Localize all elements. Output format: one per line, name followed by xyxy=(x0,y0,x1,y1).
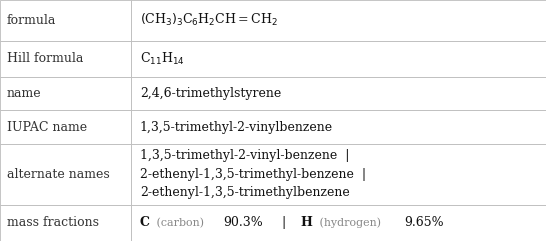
Text: 2-ethenyl-1,3,5-trimethylbenzene: 2-ethenyl-1,3,5-trimethylbenzene xyxy=(140,186,349,199)
Text: IUPAC name: IUPAC name xyxy=(7,120,87,134)
Text: (carbon): (carbon) xyxy=(153,218,207,228)
Bar xyxy=(0,41,131,77)
Text: formula: formula xyxy=(7,14,56,27)
Bar xyxy=(131,205,546,241)
Bar xyxy=(0,205,131,241)
Text: mass fractions: mass fractions xyxy=(7,216,98,229)
Bar xyxy=(131,41,546,77)
Text: 2,4,6-trimethylstyrene: 2,4,6-trimethylstyrene xyxy=(140,87,281,100)
Bar xyxy=(131,144,546,205)
Text: 90.3%: 90.3% xyxy=(223,216,263,229)
Text: 9.65%: 9.65% xyxy=(404,216,444,229)
Text: 1,3,5-trimethyl-2-vinylbenzene: 1,3,5-trimethyl-2-vinylbenzene xyxy=(140,120,333,134)
Text: name: name xyxy=(7,87,41,100)
Text: $(\mathregular{CH}_3)_3\mathregular{C}_6\mathregular{H}_2\mathregular{CH{=}CH}_2: $(\mathregular{CH}_3)_3\mathregular{C}_6… xyxy=(140,12,277,28)
Text: alternate names: alternate names xyxy=(7,168,109,181)
Text: 2-ethenyl-1,3,5-trimethyl-benzene  |: 2-ethenyl-1,3,5-trimethyl-benzene | xyxy=(140,168,366,181)
Bar xyxy=(0,77,131,110)
Text: 1,3,5-trimethyl-2-vinyl-benzene  |: 1,3,5-trimethyl-2-vinyl-benzene | xyxy=(140,149,349,162)
Text: H: H xyxy=(300,216,312,229)
Bar xyxy=(0,0,131,41)
Text: |: | xyxy=(274,216,294,229)
Text: C: C xyxy=(140,216,150,229)
Bar xyxy=(0,110,131,144)
Bar xyxy=(0,144,131,205)
Bar xyxy=(131,110,546,144)
Bar xyxy=(131,0,546,41)
Text: (hydrogen): (hydrogen) xyxy=(316,218,384,228)
Bar xyxy=(131,77,546,110)
Text: $\mathregular{C}_{11}\mathregular{H}_{14}$: $\mathregular{C}_{11}\mathregular{H}_{14… xyxy=(140,51,185,67)
Text: Hill formula: Hill formula xyxy=(7,52,83,65)
